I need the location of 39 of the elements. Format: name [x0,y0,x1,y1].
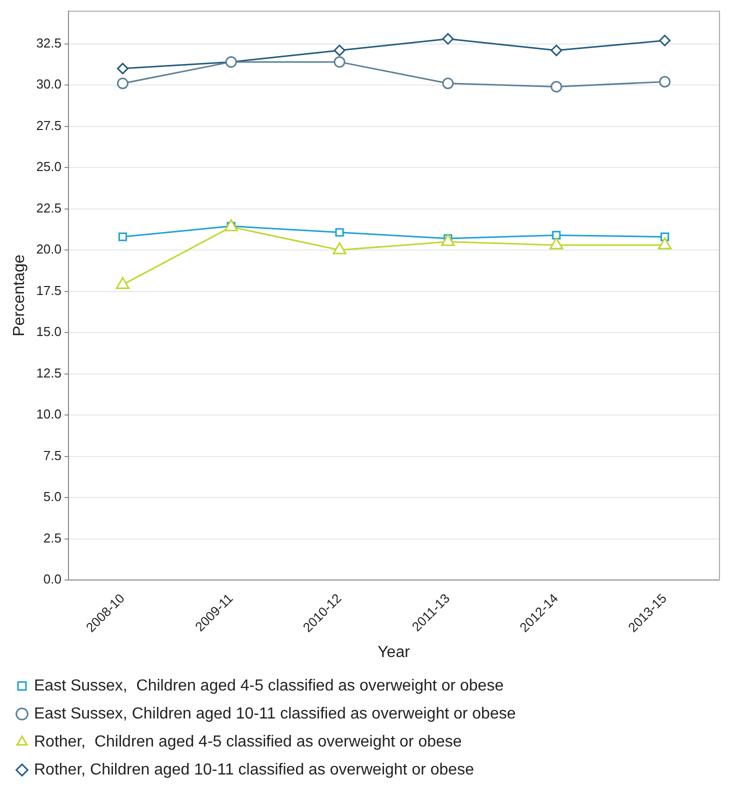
legend-label: Rother, Children aged 4-5 classified as overweight or obese [34,733,462,750]
point [550,237,564,250]
y-tick-label: 22.5 [36,200,62,216]
y-axis-title: Percentage [11,254,28,336]
point [224,219,238,232]
y-tick-label: 0.0 [43,572,62,587]
y-tick-label: 15.0 [36,324,62,340]
legend-label: East Sussex, Children aged 4-5 classified as overweight or obese [34,677,504,694]
point [335,228,344,237]
point [334,56,346,68]
point [658,237,672,250]
legend-label: East Sussex, Children aged 10-11 classified as overweight or obese [34,705,516,722]
y-tick-label: 25.0 [36,159,62,174]
y-tick-label: 20.0 [36,242,62,257]
point [442,33,454,45]
point [334,44,346,56]
x-axis-title: Year [378,644,411,661]
y-tick-label: 7.5 [43,448,62,463]
point [442,78,454,90]
y-tick-label: 5.0 [43,489,62,504]
point [118,232,127,242]
point [550,44,562,56]
point [116,78,128,90]
y-tick-label: 32.5 [36,35,62,50]
legend-label: Rother, Children aged 10-11 classified as overweight or obese [34,761,474,778]
point [659,34,671,46]
point [659,76,671,88]
point [552,230,561,240]
point [332,242,346,254]
y-tick-label: 30.0 [36,76,62,92]
y-tick-label: 10.0 [36,406,62,422]
y-tick-label: 12.5 [36,365,62,380]
point [441,234,455,246]
y-tick-label: 2.5 [43,530,62,546]
point [116,276,130,289]
point [550,80,562,92]
y-tick-label: 27.5 [36,118,62,133]
point [116,62,128,74]
y-tick-label: 17.5 [36,282,62,298]
